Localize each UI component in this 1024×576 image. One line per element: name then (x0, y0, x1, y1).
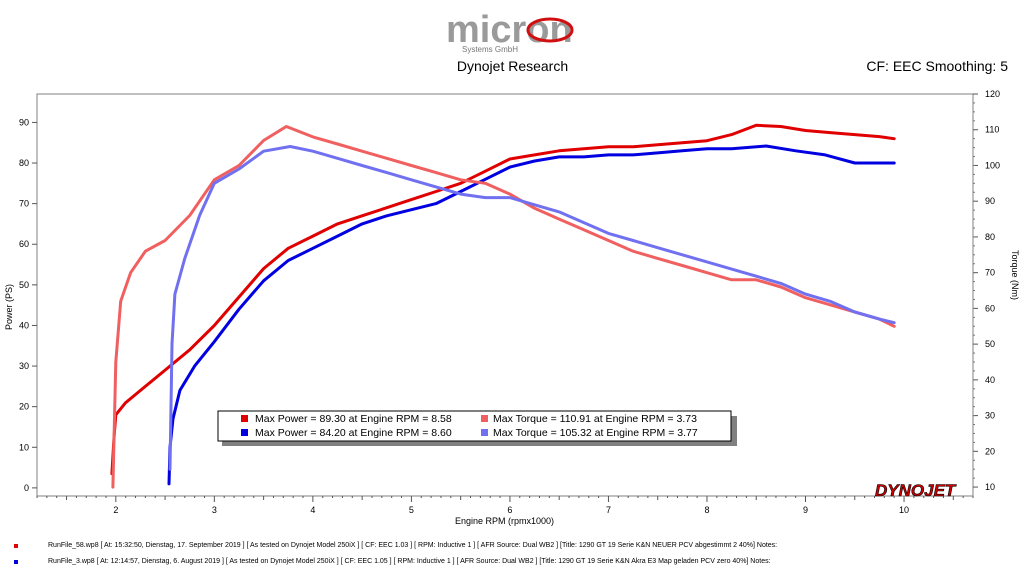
x-tick-label: 2 (113, 505, 118, 515)
logo-subtitle: Systems GmbH (462, 45, 518, 54)
y-right-tick-label: 10 (985, 482, 995, 492)
x-tick-label: 3 (212, 505, 217, 515)
footer-text-2: RunFile_3.wp8 [ At: 12:14:57, Dienstag, … (48, 558, 771, 565)
y-right-tick-label: 70 (985, 268, 995, 278)
y-right-tick-label: 100 (985, 160, 1000, 170)
legend-entry-4: Max Torque = 105.32 at Engine RPM = 3.77 (493, 427, 698, 439)
dynojet-watermark: DYNOJET (875, 481, 957, 500)
y-right-axis-title: Torque (Nm) (1010, 250, 1020, 300)
micron-logo: micron Systems GmbH (440, 8, 590, 56)
x-tick-label: 4 (310, 505, 315, 515)
footer-marker-2 (14, 559, 18, 564)
footer-marker-1 (14, 543, 18, 548)
x-tick-label: 5 (409, 505, 414, 515)
series-line-4 (168, 145, 896, 471)
y-right-tick-label: 30 (985, 411, 995, 421)
legend-swatch-1 (241, 415, 248, 422)
plot-frame (36, 93, 974, 497)
y-right-tick-label: 80 (985, 232, 995, 242)
x-tick-label: 8 (704, 505, 709, 515)
legend-swatch-3 (241, 429, 248, 436)
y-left-tick-label: 90 (19, 117, 29, 127)
legend-entry-3: Max Power = 84.20 at Engine RPM = 8.60 (255, 427, 452, 439)
chart-title: Dynojet Research (456, 58, 569, 74)
y-right-tick-label: 90 (985, 196, 995, 206)
x-tick-label: 9 (803, 505, 808, 515)
x-tick-label: 6 (507, 505, 512, 515)
series-line-2 (167, 144, 896, 486)
y-left-tick-label: 70 (19, 199, 29, 209)
y-left-tick-label: 0 (24, 483, 29, 493)
x-tick-label: 10 (899, 505, 909, 515)
logo-wordmark: micron (446, 9, 573, 51)
correction-factor-label: CF: EEC Smoothing: 5 (866, 58, 1008, 74)
y-left-tick-label: 80 (19, 158, 29, 168)
logo-swoosh (526, 17, 574, 43)
y-left-axis-title: Power (PS) (4, 284, 14, 330)
x-tick-label: 7 (606, 505, 611, 515)
legend-swatch-4 (481, 429, 488, 436)
y-left-tick-label: 60 (19, 239, 29, 249)
footer-row-1: RunFile_58.wp8 [ At: 15:32:50, Dienstag,… (14, 542, 777, 549)
legend-box (217, 410, 732, 442)
y-left-tick-label: 40 (19, 320, 29, 330)
x-axis-title: Engine RPM (rpmx1000) (455, 516, 554, 526)
legend-entry-2: Max Torque = 110.91 at Engine RPM = 3.73 (493, 413, 697, 425)
y-right-tick-label: 110 (985, 125, 999, 135)
y-right-tick-label: 20 (985, 446, 995, 456)
y-right-tick-label: 120 (985, 89, 1000, 99)
y-left-tick-label: 20 (19, 402, 29, 412)
series-line-3 (111, 125, 896, 489)
legend: Max Power = 89.30 at Engine RPM = 8.58 M… (217, 410, 737, 446)
y-right-tick-label: 40 (985, 375, 995, 385)
y-left-tick-label: 30 (19, 361, 29, 371)
series-group (110, 123, 896, 489)
axis-ticks: 2 3 4 5 6 7 8 9 10010203040506070809010203040506… (19, 89, 1000, 515)
legend-entry-1: Max Power = 89.30 at Engine RPM = 8.58 (255, 413, 452, 425)
series-line-1 (110, 123, 896, 476)
footer-text-1: RunFile_58.wp8 [ At: 15:32:50, Dienstag,… (48, 542, 778, 549)
footer-row-2: RunFile_3.wp8 [ At: 12:14:57, Dienstag, … (14, 558, 771, 565)
y-left-tick-label: 10 (19, 442, 29, 452)
y-right-tick-label: 60 (985, 303, 995, 313)
legend-swatch-2 (481, 415, 488, 422)
y-right-tick-label: 50 (985, 339, 995, 349)
y-left-tick-label: 50 (19, 280, 29, 290)
